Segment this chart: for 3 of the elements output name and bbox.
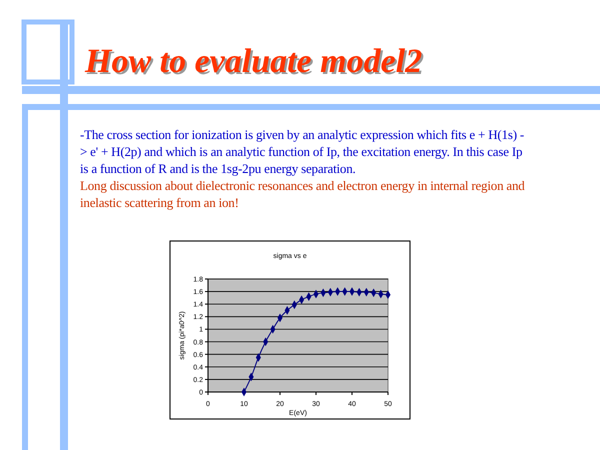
text: Long discussion about dielectronic resonances and electron energy in internal region and inelastic scattering from an ion! [80,177,525,211]
text: -The cross section for ionization is given by an analytic expression which fits e + H(1s) -> e' + H(2p) and which is an analytic function of Ip, the excitation energy. In this case Ip is a function of R and is the 1sg-2pu energy separation. [80,126,525,177]
chart-title: How to evaluate model2 [86,45,424,82]
